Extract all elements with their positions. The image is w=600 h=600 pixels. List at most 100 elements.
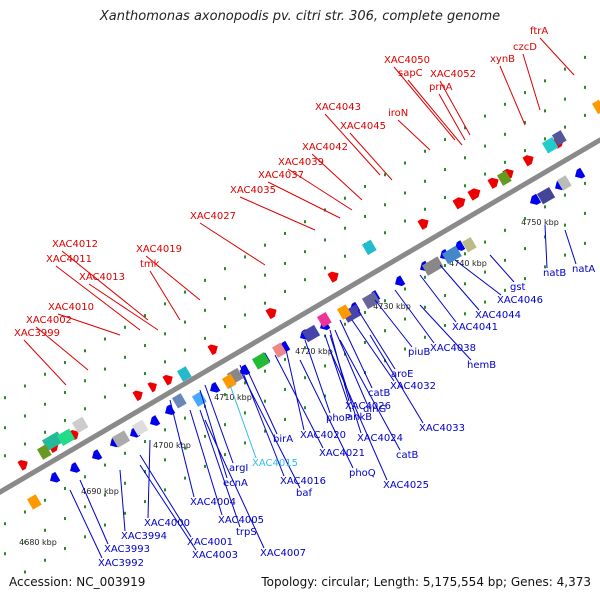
track-dot [164,360,166,364]
gene-block [56,428,76,447]
top-label: XAC4039 [278,157,324,168]
track-dot [524,217,526,221]
track-dot [24,414,26,418]
bottom-label: XAC3994 [121,531,167,542]
label-line [244,364,278,435]
bottom-label: XAC4003 [192,550,238,561]
gene-block [251,352,271,370]
track-dot [584,181,586,185]
track-dot [284,417,286,421]
label-line [393,66,456,141]
track-dot [464,252,466,256]
track-dot [304,250,306,254]
top-label: XAC4002 [26,315,72,326]
track-dot [304,278,306,282]
gene-block [131,419,149,437]
track-dot [344,322,346,326]
track-dot [44,372,46,376]
track-dot [564,67,566,71]
label-line [339,339,401,451]
track-dot [264,301,266,305]
top-label: XAC4043 [315,102,361,113]
label-line [544,224,548,269]
track-dot [64,419,66,423]
bottom-label: catB [368,388,391,399]
gene-block [191,391,207,407]
gene-block [71,416,89,434]
reverse-gene [210,381,221,393]
track-dot [44,402,46,406]
track-dot [544,79,546,83]
bottom-label: aroE [391,369,413,380]
track-dot [44,430,46,434]
track-dot [564,97,566,101]
track-dot [164,332,166,336]
track-dot [184,476,186,480]
track-dot [264,429,266,433]
top-label: XAC4019 [136,244,182,255]
label-line [284,344,305,431]
gene-block [556,175,572,191]
tick-label: 4720 kbp [295,347,333,356]
label-line [351,319,395,382]
track-dot [384,203,386,207]
track-dot [164,302,166,306]
label-line [239,369,301,489]
track-dot [584,113,586,117]
label-line [329,334,362,434]
label-line [357,309,396,370]
track-dot [4,426,6,430]
track-dot [204,434,206,438]
bottom-label: gst [510,282,526,293]
label-line [419,304,472,361]
bottom-label: XAC4026 [345,401,391,412]
bottom-label: XAC4044 [475,310,521,321]
label-line [299,359,354,469]
tick-label: 4700 kbp [153,441,191,450]
track-dot [304,406,306,410]
top-label: XAC4010 [48,302,94,313]
track-dot [484,300,486,304]
tick-label: 4740 kbp [449,259,487,268]
top-label: iroN [388,108,408,119]
gene-block [421,256,444,276]
track-dot [444,138,446,142]
tick-label: 4690 kbp [81,487,119,496]
track-dot [524,121,526,125]
track-dot [484,114,486,118]
track-dot [484,144,486,148]
tick-label: 4730 kbp [373,302,411,311]
track-dot [184,348,186,352]
track-dot [404,219,406,223]
label-line [61,250,149,321]
track-dot [544,137,546,141]
gene-block [551,130,567,146]
top-label: xynB [490,54,515,65]
bottom-label: natB [543,268,566,279]
label-line [439,80,471,136]
bottom-label: ecnA [223,478,248,489]
track-dot [564,193,566,197]
track-dot [104,463,106,467]
track-dot [84,349,86,353]
track-dot [564,253,566,257]
track-dot [144,314,146,318]
label-line [419,274,457,323]
track-dot [504,102,506,106]
forward-gene [467,188,481,201]
label-line [204,419,265,549]
bottom-label: baf [296,488,312,499]
top-label: sapC [398,68,423,79]
track-dot [204,278,206,282]
bottom-label: XAC4038 [430,343,476,354]
bottom-label: XAC3992 [98,558,144,569]
track-dot [244,441,246,445]
track-dot [244,381,246,385]
track-dot [384,231,386,235]
label-lines [23,37,577,559]
track-dot [284,289,286,293]
label-line [394,289,435,344]
label-line [229,384,257,459]
